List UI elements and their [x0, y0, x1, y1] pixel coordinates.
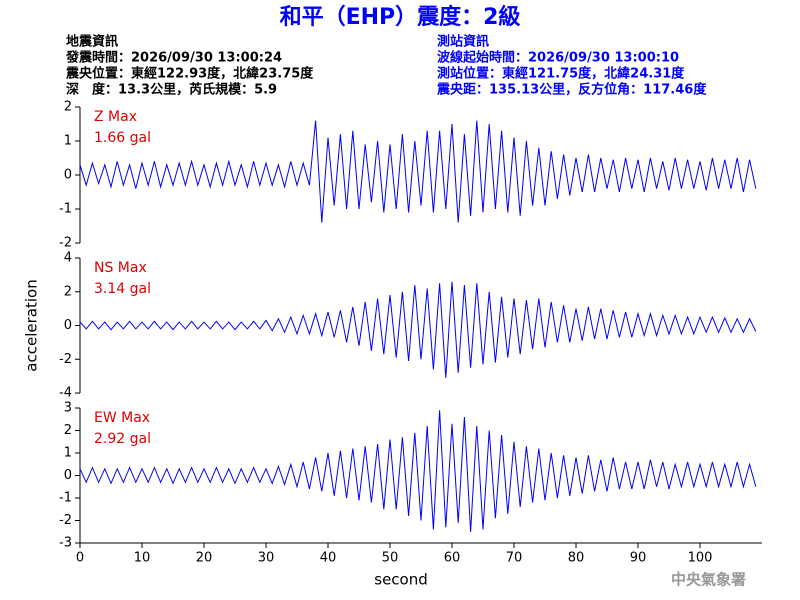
y-tick-label: -1: [59, 491, 72, 506]
x-tick-label: 20: [196, 551, 213, 566]
x-tick-label: 0: [76, 551, 84, 566]
max-label: 3.14 gal: [94, 281, 151, 297]
y-tick-label: 2: [64, 423, 72, 438]
y-tick-label: 0: [64, 318, 72, 333]
waveform: [79, 410, 757, 532]
station-text: 測站位置：東經121.75度，北緯24.31度: [437, 66, 685, 82]
y-tick-label: 4: [64, 251, 72, 266]
y-tick-label: -2: [59, 236, 72, 251]
x-tick-label: 100: [688, 551, 713, 566]
x-tick-label: 50: [382, 551, 399, 566]
chart-title: 和平（EHP）震度：2級: [280, 4, 521, 30]
x-tick-label: 30: [258, 551, 275, 566]
y-tick-label: -4: [59, 386, 72, 401]
y-tick-label: -2: [59, 513, 72, 528]
y-tick-label: 1: [64, 134, 72, 149]
max-label: NS Max: [94, 260, 147, 276]
y-tick-label: 0: [64, 468, 72, 483]
info-text: 震央位置：東經122.93度，北緯23.75度: [65, 66, 314, 82]
footer-text: 中央氣象署: [671, 571, 746, 589]
y-tick-label: 3: [64, 401, 72, 416]
waveform: [79, 281, 757, 378]
max-label: 2.92 gal: [94, 431, 151, 447]
info-text: 地震資訊: [66, 34, 118, 50]
station-text: 波線起始時間：2026/09/30 13:00:10: [437, 50, 679, 66]
station-text: 測站資訊: [437, 34, 489, 50]
info-text: 發震時間：2026/09/30 13:00:24: [65, 50, 282, 66]
y-tick-label: -3: [59, 536, 72, 551]
x-axis-label: second: [374, 571, 428, 589]
y-axis-label: acceleration: [23, 279, 41, 371]
x-tick-label: 90: [630, 551, 647, 566]
x-tick-label: 40: [320, 551, 337, 566]
waveform: [79, 120, 757, 223]
y-tick-label: 2: [64, 100, 72, 115]
max-label: 1.66 gal: [94, 130, 151, 146]
y-tick-label: 1: [64, 446, 72, 461]
y-tick-label: 2: [64, 284, 72, 299]
info-text: 深 度：13.3公里，芮氏規模：5.9: [66, 82, 277, 98]
station-text: 震央距：135.13公里，反方位角：117.46度: [436, 82, 707, 98]
x-tick-label: 80: [568, 551, 585, 566]
x-tick-label: 60: [444, 551, 461, 566]
y-tick-label: -1: [59, 202, 72, 217]
max-label: EW Max: [94, 410, 150, 426]
x-tick-label: 70: [506, 551, 523, 566]
y-tick-label: -2: [59, 352, 72, 367]
y-tick-label: 0: [64, 168, 72, 183]
max-label: Z Max: [94, 109, 137, 125]
x-tick-label: 10: [134, 551, 151, 566]
